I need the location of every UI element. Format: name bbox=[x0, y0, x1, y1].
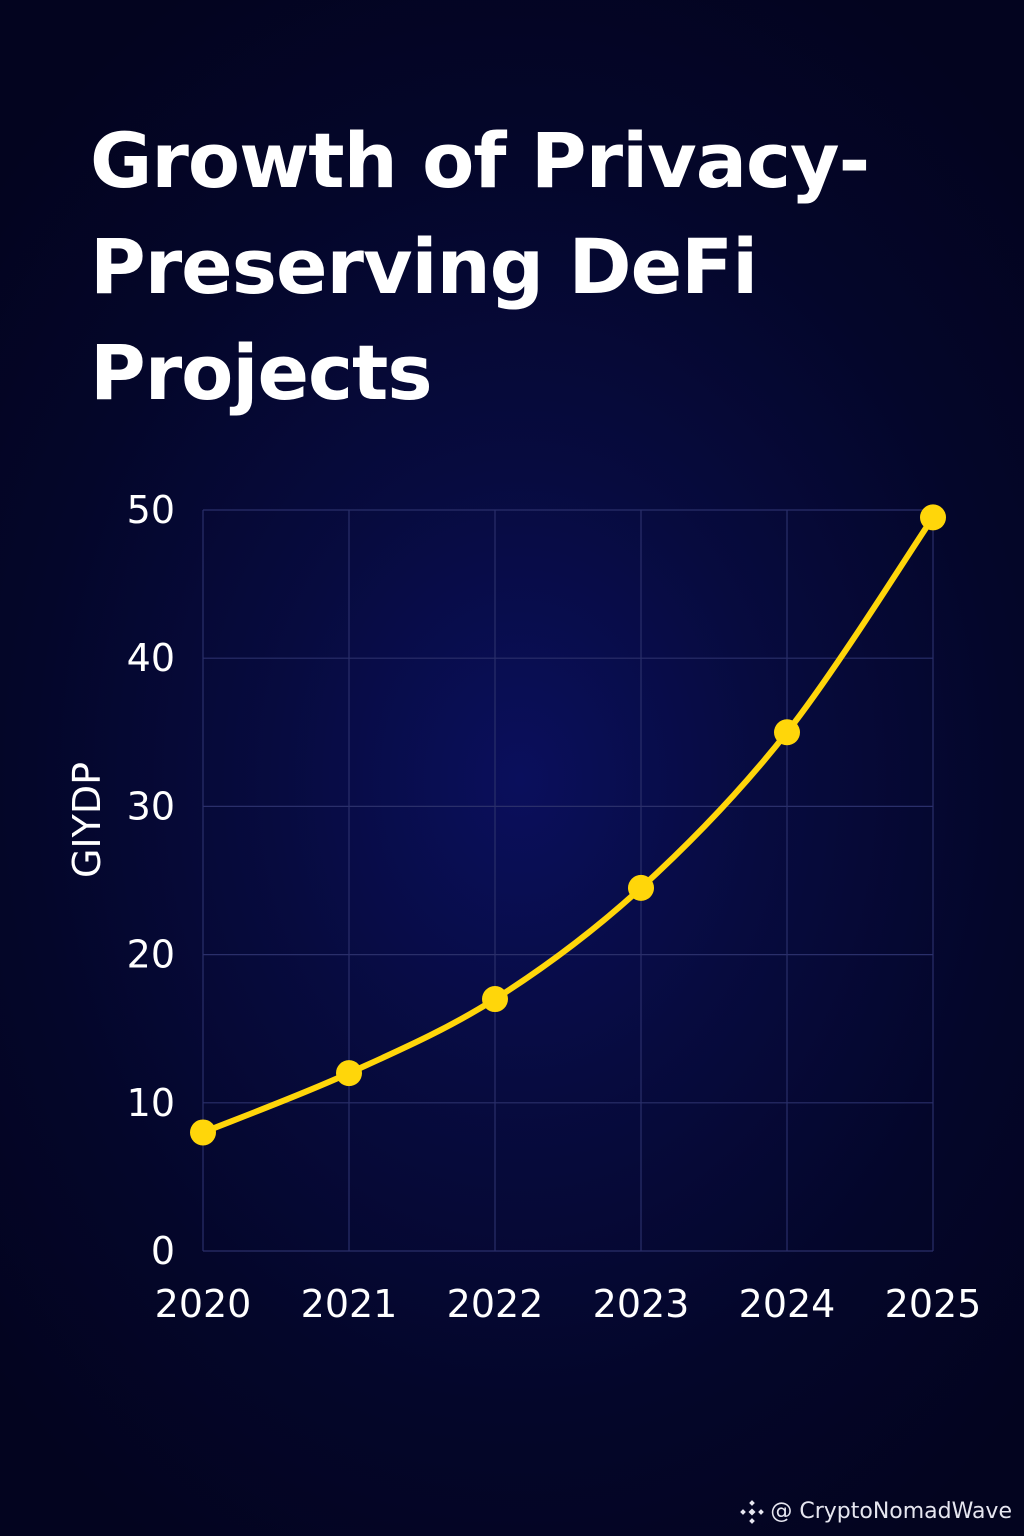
x-tick-label: 2025 bbox=[885, 1282, 982, 1326]
data-point bbox=[190, 1119, 216, 1146]
y-tick-label: 10 bbox=[127, 1081, 175, 1125]
y-tick-label: 20 bbox=[127, 933, 175, 977]
series bbox=[190, 504, 946, 1146]
binance-logo-icon bbox=[740, 1499, 765, 1524]
x-axis-ticks: 2020 2021 2022 2023 2024 2025 bbox=[155, 1282, 982, 1326]
watermark: @ CryptoNomadWave bbox=[740, 1499, 1012, 1524]
data-point bbox=[628, 874, 654, 901]
grid-lines bbox=[202, 509, 934, 1252]
y-tick-label: 0 bbox=[151, 1229, 175, 1273]
y-tick-label: 40 bbox=[127, 636, 175, 680]
y-tick-label: 50 bbox=[127, 488, 175, 532]
x-tick-label: 2021 bbox=[301, 1282, 398, 1326]
data-point bbox=[336, 1060, 362, 1087]
watermark-text: @ CryptoNomadWave bbox=[770, 1499, 1012, 1524]
y-axis-ticks: 0 10 20 30 40 50 bbox=[127, 488, 175, 1273]
x-tick-label: 2022 bbox=[447, 1282, 544, 1326]
data-point bbox=[920, 504, 946, 531]
x-tick-label: 2024 bbox=[739, 1282, 836, 1326]
y-axis-label: GIΥDP bbox=[65, 762, 109, 878]
x-tick-label: 2023 bbox=[593, 1282, 690, 1326]
chart-title: Growth of Privacy-Preserving DeFi Projec… bbox=[90, 116, 870, 417]
data-point bbox=[774, 719, 800, 746]
y-tick-label: 30 bbox=[127, 784, 175, 828]
data-point bbox=[482, 986, 508, 1013]
x-tick-label: 2020 bbox=[155, 1282, 252, 1326]
series-line bbox=[200, 514, 936, 1136]
